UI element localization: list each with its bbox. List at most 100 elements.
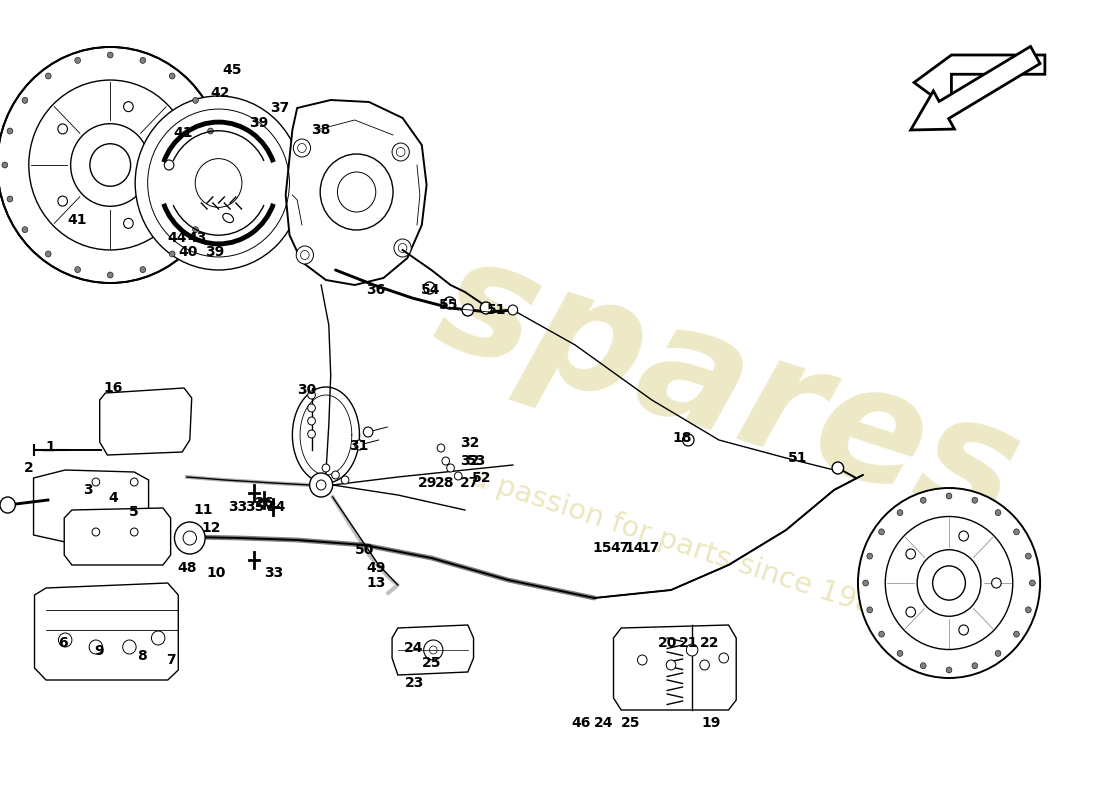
Circle shape bbox=[175, 522, 205, 554]
Circle shape bbox=[686, 644, 697, 656]
Text: 37: 37 bbox=[271, 101, 289, 115]
Circle shape bbox=[192, 226, 198, 233]
Circle shape bbox=[89, 640, 102, 654]
Circle shape bbox=[208, 196, 213, 202]
Polygon shape bbox=[34, 583, 178, 680]
Circle shape bbox=[92, 478, 100, 486]
Text: 32: 32 bbox=[460, 436, 480, 450]
Circle shape bbox=[443, 297, 455, 309]
Circle shape bbox=[45, 251, 51, 257]
Circle shape bbox=[638, 655, 647, 665]
Text: 25: 25 bbox=[621, 716, 640, 730]
Circle shape bbox=[898, 650, 903, 656]
Text: 16: 16 bbox=[103, 381, 123, 395]
Circle shape bbox=[92, 528, 100, 536]
Circle shape bbox=[294, 139, 310, 157]
Text: 24: 24 bbox=[405, 641, 424, 655]
Circle shape bbox=[946, 667, 952, 673]
Circle shape bbox=[424, 282, 436, 294]
Text: 10: 10 bbox=[206, 566, 225, 580]
Circle shape bbox=[832, 462, 844, 474]
Text: 23: 23 bbox=[405, 676, 424, 690]
Text: 17: 17 bbox=[640, 541, 660, 555]
Circle shape bbox=[308, 417, 316, 425]
Circle shape bbox=[424, 640, 443, 660]
Circle shape bbox=[208, 128, 213, 134]
Circle shape bbox=[862, 580, 869, 586]
Circle shape bbox=[2, 162, 8, 168]
Circle shape bbox=[341, 476, 349, 484]
Circle shape bbox=[123, 640, 136, 654]
Circle shape bbox=[75, 266, 80, 273]
Text: 43: 43 bbox=[188, 231, 207, 245]
Text: 5: 5 bbox=[130, 505, 139, 519]
Circle shape bbox=[322, 464, 330, 472]
Text: 34: 34 bbox=[266, 500, 286, 514]
Circle shape bbox=[719, 653, 728, 663]
Polygon shape bbox=[914, 55, 1045, 110]
Circle shape bbox=[7, 196, 13, 202]
Circle shape bbox=[123, 102, 133, 112]
Circle shape bbox=[308, 391, 316, 399]
Circle shape bbox=[58, 124, 67, 134]
Circle shape bbox=[164, 160, 174, 170]
Circle shape bbox=[1025, 607, 1031, 613]
Circle shape bbox=[946, 493, 952, 499]
Text: 19: 19 bbox=[702, 716, 721, 730]
Circle shape bbox=[75, 58, 80, 63]
Circle shape bbox=[195, 158, 242, 207]
Polygon shape bbox=[911, 46, 1040, 130]
Circle shape bbox=[0, 47, 223, 283]
Circle shape bbox=[354, 440, 364, 450]
Circle shape bbox=[1030, 580, 1035, 586]
Text: 32: 32 bbox=[460, 454, 480, 468]
Text: 53: 53 bbox=[466, 454, 486, 468]
Circle shape bbox=[332, 471, 339, 479]
Circle shape bbox=[898, 510, 903, 516]
Text: 51: 51 bbox=[788, 451, 807, 465]
Circle shape bbox=[1025, 553, 1031, 559]
Polygon shape bbox=[614, 625, 736, 710]
Circle shape bbox=[363, 427, 373, 437]
Text: 38: 38 bbox=[311, 123, 331, 137]
Circle shape bbox=[1013, 631, 1020, 637]
Text: 22: 22 bbox=[700, 636, 719, 650]
Circle shape bbox=[108, 272, 113, 278]
Circle shape bbox=[320, 154, 393, 230]
Polygon shape bbox=[34, 470, 148, 542]
Circle shape bbox=[22, 226, 28, 233]
Text: 50: 50 bbox=[354, 543, 374, 557]
Circle shape bbox=[429, 646, 437, 654]
Text: spares: spares bbox=[419, 224, 1037, 556]
Circle shape bbox=[991, 578, 1001, 588]
Text: 39: 39 bbox=[205, 245, 224, 259]
Circle shape bbox=[123, 218, 133, 228]
Circle shape bbox=[906, 549, 915, 559]
Circle shape bbox=[879, 529, 884, 535]
Circle shape bbox=[879, 631, 884, 637]
Text: 21: 21 bbox=[679, 636, 699, 650]
Circle shape bbox=[700, 660, 710, 670]
Text: 46: 46 bbox=[571, 716, 591, 730]
Text: 3: 3 bbox=[84, 483, 94, 497]
Text: 40: 40 bbox=[178, 245, 198, 259]
Text: 13: 13 bbox=[366, 576, 385, 590]
Circle shape bbox=[308, 430, 316, 438]
Circle shape bbox=[212, 162, 219, 168]
Text: 35: 35 bbox=[245, 500, 265, 514]
Text: 12: 12 bbox=[201, 521, 221, 535]
Circle shape bbox=[135, 96, 302, 270]
Circle shape bbox=[508, 305, 518, 315]
Circle shape bbox=[921, 498, 926, 503]
Circle shape bbox=[921, 662, 926, 669]
Text: 8: 8 bbox=[138, 649, 146, 663]
Circle shape bbox=[58, 633, 72, 647]
Circle shape bbox=[682, 434, 694, 446]
Circle shape bbox=[667, 660, 675, 670]
Text: a passion for parts since 1985: a passion for parts since 1985 bbox=[466, 463, 894, 626]
Circle shape bbox=[131, 478, 138, 486]
Text: 45: 45 bbox=[222, 63, 242, 77]
Circle shape bbox=[454, 472, 462, 480]
Text: 9: 9 bbox=[94, 644, 103, 658]
Text: 15: 15 bbox=[592, 541, 612, 555]
